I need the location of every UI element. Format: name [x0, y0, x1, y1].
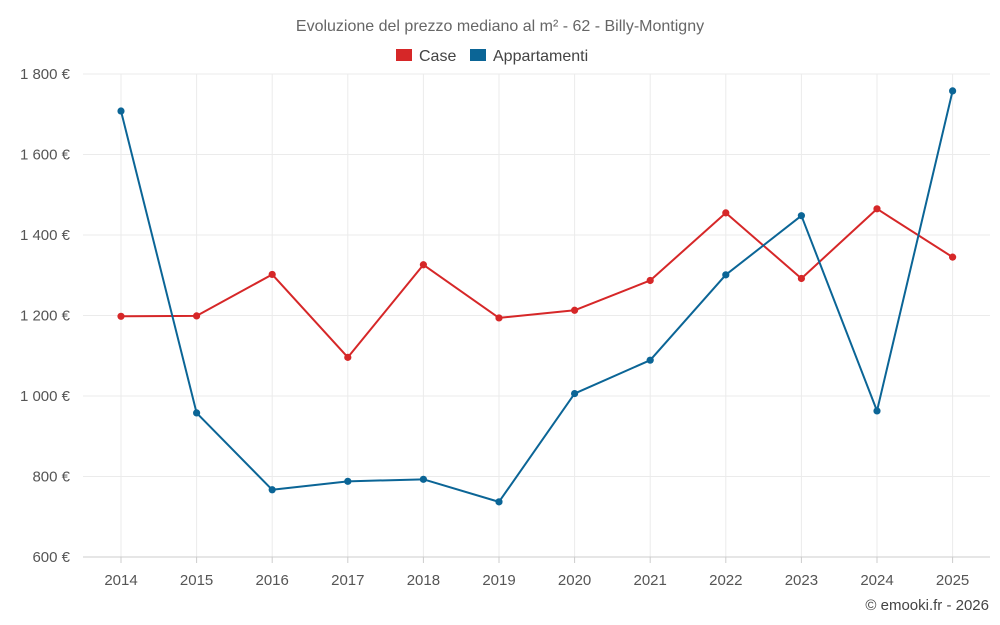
x-tick-label: 2016	[256, 572, 289, 589]
x-tick-label: 2017	[331, 572, 364, 589]
x-tick-label: 2014	[104, 572, 137, 589]
x-tick-label: 2025	[936, 572, 969, 589]
x-tick-label: 2024	[860, 572, 893, 589]
legend: Case Appartamenti	[396, 48, 588, 65]
legend-swatch	[396, 49, 412, 61]
data-point	[949, 87, 957, 95]
series-case	[117, 205, 957, 361]
y-axis: 600 € 800 € 1 000 € 1 200 € 1 400 € 1 600 € 1 …	[20, 66, 71, 566]
data-point	[419, 261, 427, 269]
y-tick-label: 600 €	[32, 549, 70, 566]
credit-text: © emooki.fr - 2026	[865, 597, 989, 614]
y-tick-label: 1 000 €	[20, 388, 71, 405]
data-point	[117, 107, 125, 115]
y-tick-label: 1 200 €	[20, 308, 71, 325]
chart-title: Evoluzione del prezzo mediano al m² - 62…	[296, 18, 704, 35]
data-point	[571, 306, 579, 314]
data-point	[117, 312, 125, 320]
data-point	[268, 486, 276, 494]
gridlines	[83, 73, 990, 557]
data-point	[646, 356, 654, 364]
data-point	[797, 212, 806, 220]
y-tick-label: 800 €	[32, 469, 70, 486]
data-point	[268, 270, 276, 279]
series-layer	[117, 87, 957, 506]
data-point	[193, 409, 201, 417]
y-tick-label: 1 400 €	[20, 227, 71, 244]
x-tick-label: 2022	[709, 572, 742, 589]
data-point	[797, 274, 806, 283]
legend-swatch	[470, 49, 486, 61]
data-point	[873, 407, 881, 415]
y-tick-label: 1 600 €	[20, 147, 71, 164]
x-tick-label: 2015	[180, 572, 213, 589]
x-tick-label: 2018	[407, 572, 440, 589]
data-point	[571, 389, 579, 398]
series-appartamenti	[117, 87, 957, 506]
data-point	[646, 276, 654, 285]
legend-label: Case	[419, 48, 456, 65]
x-tick-label: 2023	[785, 572, 818, 589]
series-line-appartamenti	[120, 90, 954, 503]
data-point	[495, 498, 503, 506]
legend-item-case[interactable]: Case	[396, 48, 456, 65]
x-tick-label: 2021	[634, 572, 667, 589]
x-axis: 2014 2015 2016 2017 2018 2019 2020 2021 2022 2023…	[83, 556, 990, 589]
data-point	[419, 475, 427, 483]
data-point	[949, 253, 957, 261]
data-point	[495, 314, 503, 322]
legend-item-appartamenti[interactable]: Appartamenti	[470, 48, 588, 65]
legend-label: Appartamenti	[493, 48, 588, 65]
data-point	[344, 353, 352, 361]
y-tick-label: 1 800 €	[20, 66, 71, 83]
data-point	[873, 205, 881, 213]
data-point	[722, 209, 730, 217]
x-tick-label: 2020	[558, 572, 591, 589]
series-line-case	[120, 207, 954, 359]
x-tick-label: 2019	[482, 572, 515, 589]
data-point	[344, 477, 352, 485]
data-point	[193, 312, 201, 320]
data-point	[722, 271, 730, 279]
